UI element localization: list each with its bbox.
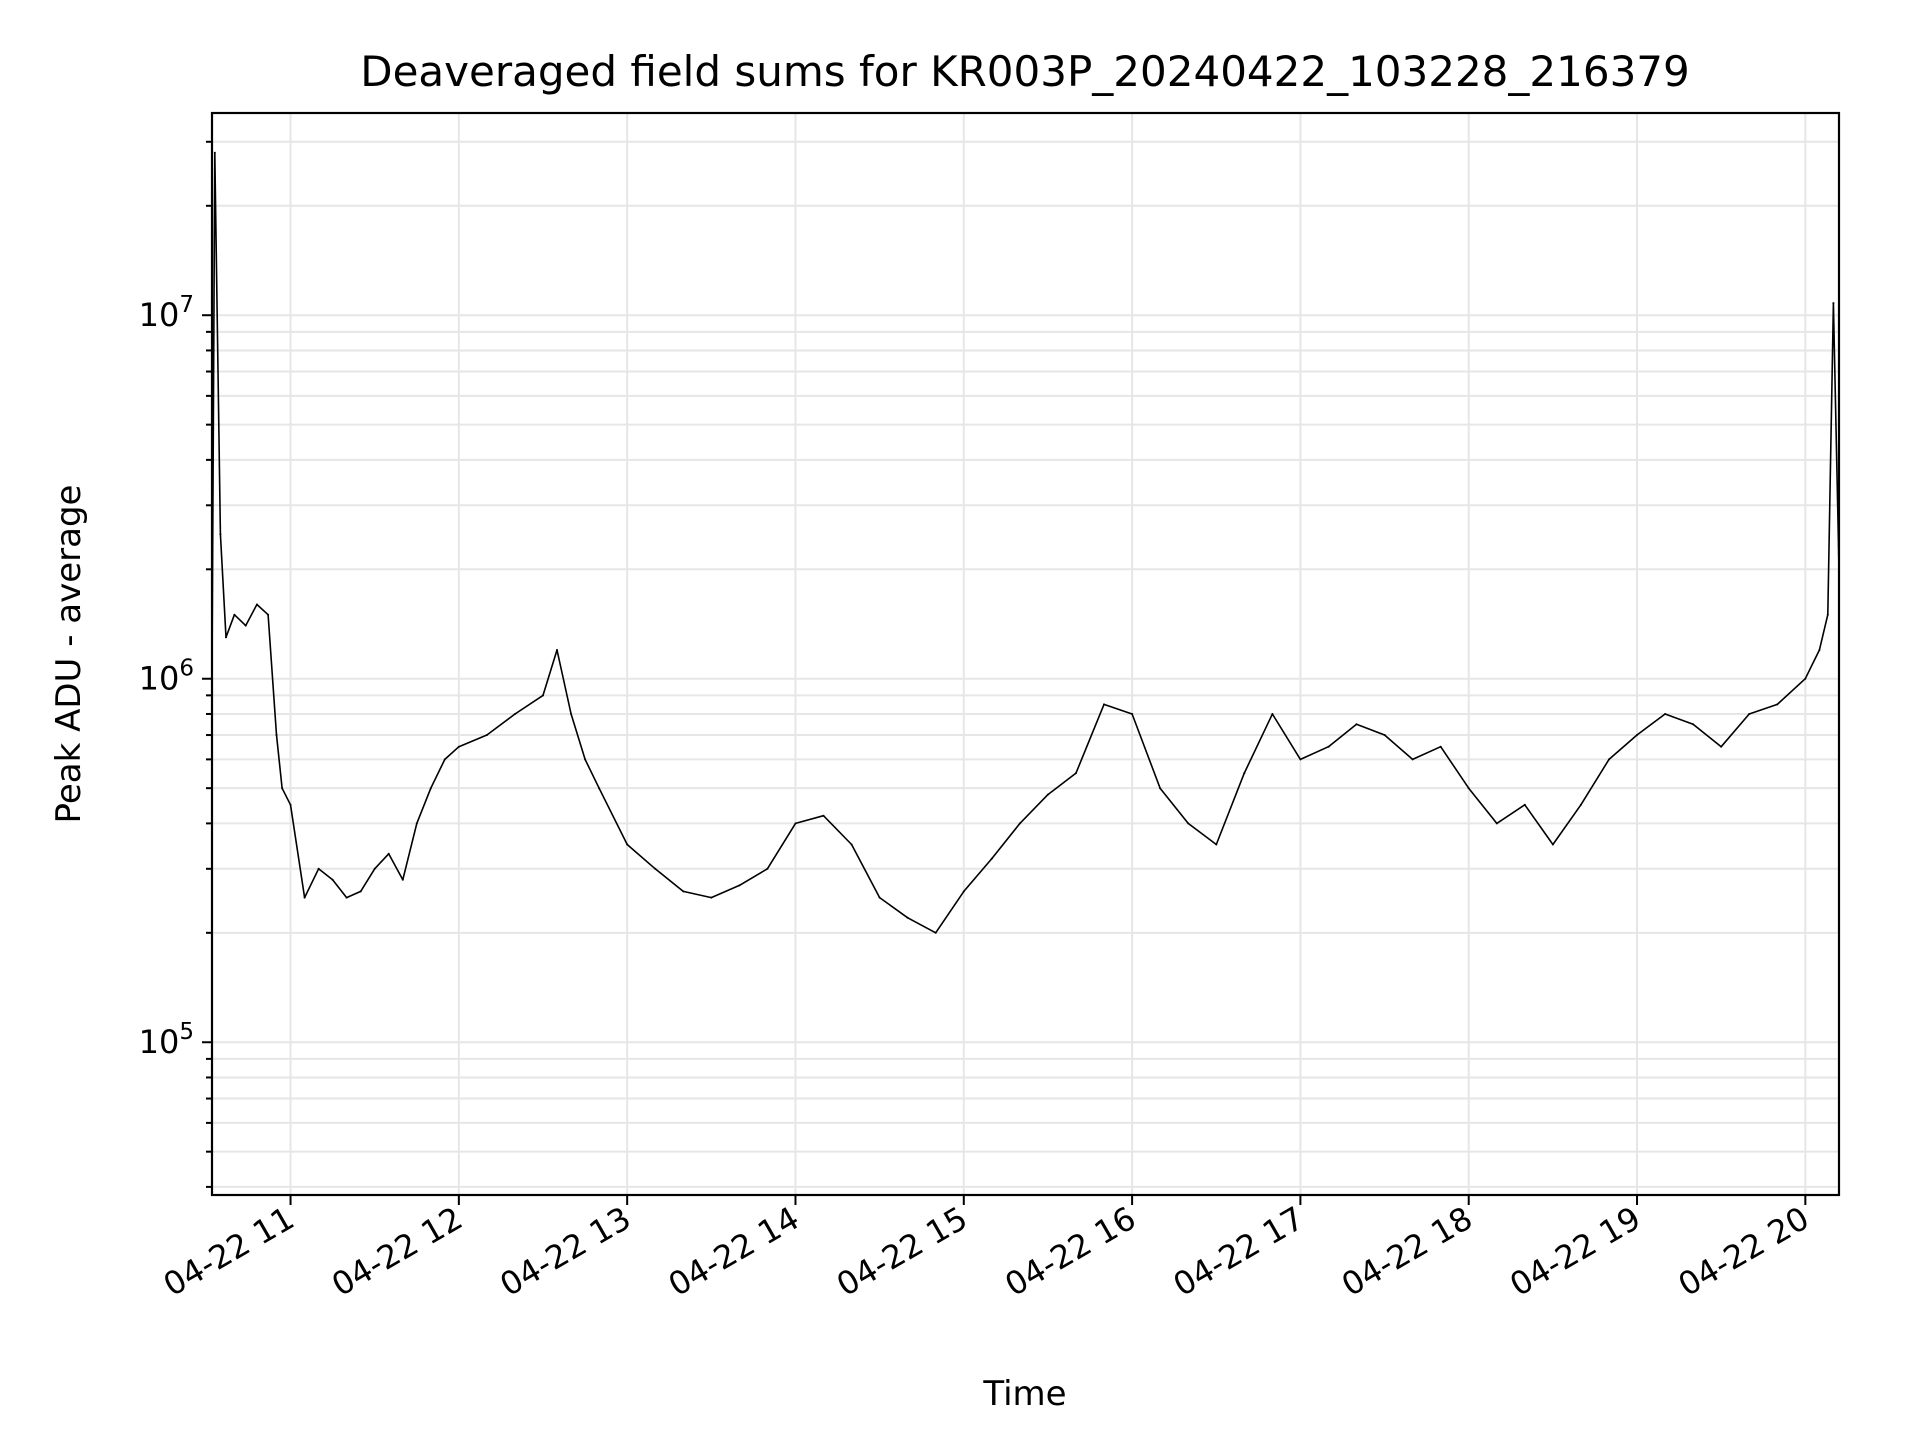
series-point <box>1131 713 1134 715</box>
y-tick-exponent: 7 <box>179 292 194 318</box>
series-point <box>267 613 270 616</box>
series-point <box>485 734 488 736</box>
series-point <box>598 787 601 790</box>
y-tick-base: 10 <box>139 1023 180 1061</box>
series-point <box>225 636 227 639</box>
y-tick-base: 10 <box>139 660 180 698</box>
series-point <box>289 803 292 806</box>
series-point <box>1467 787 1470 790</box>
y-tick-exponent: 5 <box>179 1019 194 1045</box>
series-point <box>1439 745 1442 748</box>
series-point <box>570 713 573 715</box>
series-point <box>213 151 216 154</box>
series-point <box>850 843 853 846</box>
series-point <box>766 867 769 870</box>
x-axis-title: Time <box>982 1374 1066 1414</box>
series-point <box>1495 822 1498 825</box>
series-point <box>1075 772 1077 775</box>
series-point <box>317 867 320 870</box>
series-point <box>1018 822 1021 825</box>
series-point <box>1243 772 1246 775</box>
series-point <box>1299 758 1302 761</box>
series-point <box>1383 734 1386 736</box>
series-point <box>654 867 657 870</box>
series-point <box>1636 734 1638 736</box>
grid <box>212 113 1839 1195</box>
series-point <box>1271 713 1274 715</box>
series-point <box>934 931 937 934</box>
series-point <box>878 896 881 899</box>
series-point <box>281 787 284 790</box>
series-point <box>219 533 222 536</box>
series-point <box>1720 745 1723 748</box>
series-point <box>387 852 390 855</box>
series-point <box>1159 787 1162 790</box>
series-point <box>1046 793 1049 796</box>
series-point <box>331 878 334 881</box>
series-point <box>345 896 348 899</box>
series-point <box>1692 723 1695 726</box>
series-point <box>822 814 825 817</box>
series-layer <box>211 151 1840 934</box>
series-point <box>1523 803 1526 806</box>
series-point <box>1579 803 1582 806</box>
plot-frame <box>210 111 1841 1197</box>
series-point <box>1804 677 1807 680</box>
series-point <box>1832 302 1835 305</box>
series-point <box>1103 703 1105 706</box>
series-point <box>1411 758 1414 761</box>
series-point <box>244 624 247 627</box>
series-point <box>990 857 993 860</box>
chart-title: Deaveraged field sums for KR003P_2024042… <box>360 47 1690 96</box>
series-point <box>1551 843 1554 846</box>
series-point <box>373 867 376 870</box>
series-point <box>443 758 446 761</box>
series-point <box>1215 843 1218 846</box>
y-tick-base: 10 <box>139 296 180 334</box>
series-point <box>1355 723 1358 726</box>
series-point <box>542 694 544 697</box>
series-point <box>794 822 797 825</box>
series-point <box>710 896 713 899</box>
series-point <box>738 884 741 887</box>
series-point <box>233 613 236 616</box>
series-point <box>1327 745 1330 748</box>
series-point <box>626 843 629 846</box>
series-point <box>556 649 558 651</box>
series-point <box>1664 713 1667 715</box>
y-tick-exponent: 6 <box>179 656 194 682</box>
series-point <box>429 787 432 790</box>
y-tick-label: 106 <box>139 656 194 698</box>
series-point <box>1776 703 1779 706</box>
series-point <box>584 758 587 761</box>
y-tick-label: 105 <box>139 1019 194 1061</box>
series-point <box>514 713 516 715</box>
series-point <box>1826 613 1829 616</box>
series-point <box>1608 758 1610 761</box>
series-point <box>255 603 258 606</box>
series-point <box>906 916 909 919</box>
series-point <box>682 890 685 893</box>
y-tick-label: 107 <box>139 292 194 334</box>
series-point <box>415 822 418 825</box>
series-point <box>1748 713 1751 715</box>
y-axis-title: Peak ADU - average <box>49 485 89 824</box>
series-point <box>359 890 362 893</box>
series-point <box>1187 822 1190 825</box>
series-point <box>1818 649 1821 651</box>
series-point <box>962 890 965 893</box>
series-point <box>457 745 460 748</box>
series-point <box>303 896 306 899</box>
series-point <box>275 734 278 736</box>
series-point <box>401 878 404 881</box>
